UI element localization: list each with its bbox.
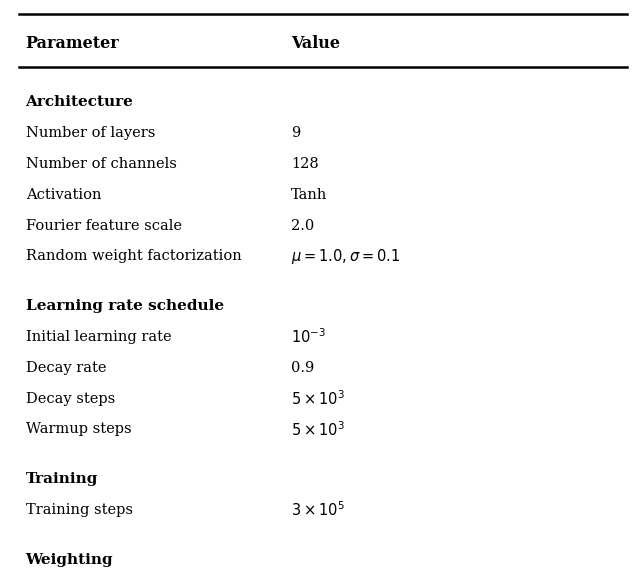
Text: Training: Training <box>26 472 98 486</box>
Text: Parameter: Parameter <box>26 35 119 53</box>
Text: Weighting: Weighting <box>26 553 113 566</box>
Text: Decay steps: Decay steps <box>26 392 115 405</box>
Text: $\mu = 1.0, \sigma = 0.1$: $\mu = 1.0, \sigma = 0.1$ <box>291 247 401 266</box>
Text: $10^{-3}$: $10^{-3}$ <box>291 328 326 346</box>
Text: Learning rate schedule: Learning rate schedule <box>26 299 224 313</box>
Text: Architecture: Architecture <box>26 95 134 109</box>
Text: 9: 9 <box>291 126 300 140</box>
Text: $5 \times 10^{3}$: $5 \times 10^{3}$ <box>291 389 345 408</box>
Text: Warmup steps: Warmup steps <box>26 423 131 436</box>
Text: Decay rate: Decay rate <box>26 361 106 375</box>
Text: Tanh: Tanh <box>291 188 328 202</box>
Text: Activation: Activation <box>26 188 101 202</box>
Text: $3 \times 10^{5}$: $3 \times 10^{5}$ <box>291 501 345 519</box>
Text: Number of channels: Number of channels <box>26 157 177 171</box>
Text: Training steps: Training steps <box>26 503 132 517</box>
Text: 2.0: 2.0 <box>291 219 314 232</box>
Text: Number of layers: Number of layers <box>26 126 155 140</box>
Text: 128: 128 <box>291 157 319 171</box>
Text: Initial learning rate: Initial learning rate <box>26 330 172 344</box>
Text: Fourier feature scale: Fourier feature scale <box>26 219 182 232</box>
Text: Random weight factorization: Random weight factorization <box>26 250 241 263</box>
Text: Value: Value <box>291 35 340 53</box>
Text: 0.9: 0.9 <box>291 361 314 375</box>
Text: $5 \times 10^{3}$: $5 \times 10^{3}$ <box>291 420 345 439</box>
